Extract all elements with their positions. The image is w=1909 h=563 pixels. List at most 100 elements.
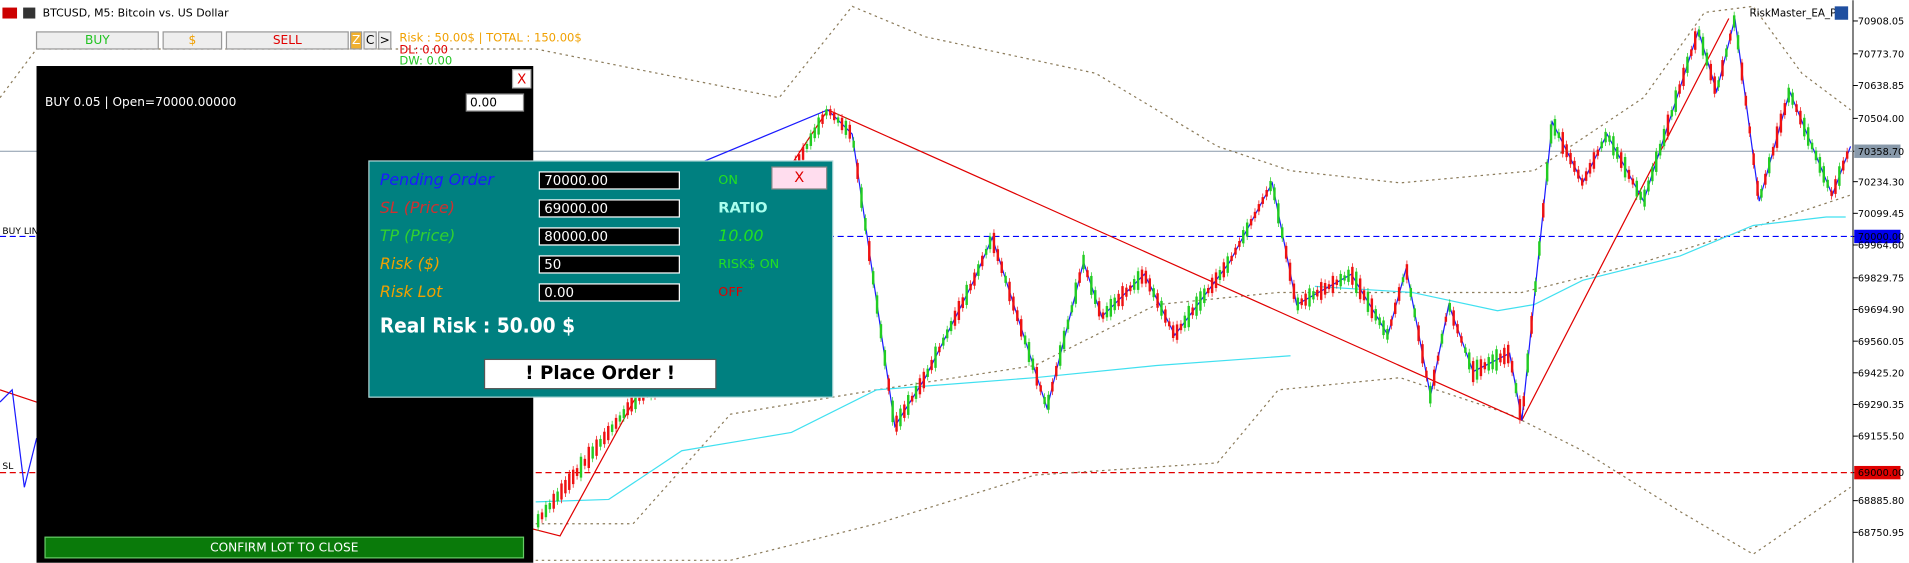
candle-body [610,424,614,432]
candle-body [1845,151,1849,159]
field-input[interactable] [538,199,680,218]
candle-body [1207,287,1210,294]
z-button[interactable] [350,31,363,50]
dialog-close[interactable] [771,166,828,190]
candle-body [1627,169,1631,179]
candle-body [1277,203,1280,224]
field-label: TP (Price) [380,226,455,245]
candle-body [1818,157,1822,173]
candle-body [1530,315,1533,334]
c-button[interactable] [363,31,377,50]
candle-body [1705,52,1709,66]
lot-input[interactable] [465,93,525,112]
candle-body [1292,283,1296,299]
candle-body [840,117,844,131]
candle-body [961,297,964,309]
candle-body [1842,160,1845,171]
candle-body [1401,277,1405,283]
candle-body [1097,301,1101,317]
candle-body [552,493,555,509]
candle-body [1623,157,1627,178]
candle-body [1039,385,1042,392]
candle-body [969,283,972,291]
candle-body [1506,344,1510,364]
candle-body [879,324,883,339]
candle-body [1366,291,1370,312]
field-status: RISK$ ON [718,257,779,272]
next-button-label: > [380,33,390,47]
field-status: ON [718,173,738,188]
candle-body [1799,110,1802,125]
candle-body [984,248,988,255]
candle-body [1440,333,1444,344]
sl-line-label: SL [2,462,14,472]
candle-body [1565,144,1568,158]
candle-body [1261,197,1264,204]
candle-body [1358,278,1362,300]
candle-body [1444,316,1448,322]
dollar-button[interactable] [162,31,223,50]
sell-button[interactable] [225,31,349,50]
candle-body [1545,162,1549,182]
dollar-button-label: $ [188,33,196,47]
middle-band [535,194,1851,525]
ma-line [535,355,1291,503]
candle-body [1834,179,1837,194]
buy-button[interactable] [35,31,159,50]
price-label: 68885.80 [1858,496,1904,507]
candle-body [1588,162,1592,174]
position-info: BUY 0.05 | Open=70000.00000 [45,95,236,110]
price-label: 69694.90 [1858,305,1904,316]
panel-close[interactable] [511,69,532,89]
confirm-button-label: CONFIRM LOT TO CLOSE [210,541,358,555]
candle-body [1284,245,1288,259]
candle-body [1561,132,1564,154]
field-input[interactable] [538,255,680,274]
candle-body [1810,142,1814,150]
field-input[interactable] [538,227,680,246]
field-label: SL (Price) [380,198,455,217]
candle-body [887,378,890,391]
candle-body [595,439,598,456]
confirm-button[interactable] [44,536,525,559]
candle-body [1109,298,1113,317]
candle-body [1775,126,1779,148]
candle-body [832,112,836,121]
candle-body [1055,365,1058,377]
candle-body [1090,275,1093,295]
field-input[interactable] [538,171,680,190]
candle-body [836,117,840,123]
candle-body [1534,281,1537,293]
candle-body [1214,272,1218,289]
candle-body [965,284,968,305]
candle-body [1144,270,1148,284]
candle-body [1195,296,1198,316]
candle-body [1152,288,1155,298]
candle-body [903,404,906,418]
candle-body [591,446,594,459]
candle-body [1495,349,1498,371]
candle-body [899,408,902,427]
candle-body [1129,285,1132,292]
candle-body [1487,357,1490,371]
candle-body [540,512,544,520]
field-input-value: 0.00 [544,286,574,301]
price-label: 70358.70 [1858,147,1904,158]
candle-body [1175,324,1179,340]
candle-body [1300,298,1303,306]
candle-body [945,329,949,339]
candle-body [1347,269,1350,282]
field-label: Risk ($) [380,254,440,273]
candle-body [1655,151,1658,172]
candle-body [1074,282,1077,304]
candle-body [564,479,567,494]
field-input[interactable] [538,283,680,302]
candle-body [829,109,832,116]
candle-body [544,504,548,518]
candle-body [895,415,898,432]
candle-body [1016,310,1019,322]
next-button[interactable] [378,31,392,50]
candle-body [1518,399,1522,421]
place-order-button[interactable] [483,358,717,390]
candle-body [1086,270,1089,278]
